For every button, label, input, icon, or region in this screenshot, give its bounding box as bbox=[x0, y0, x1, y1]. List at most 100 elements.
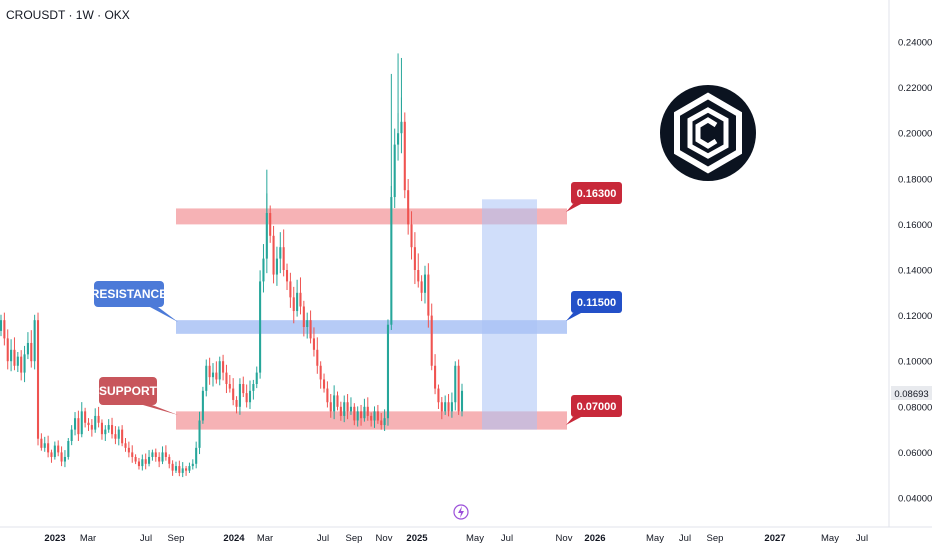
x-tick-label: 2025 bbox=[406, 533, 428, 544]
candle-body bbox=[437, 388, 440, 403]
candle-body bbox=[185, 468, 188, 471]
lightning-icon[interactable] bbox=[453, 504, 469, 520]
candle-body bbox=[90, 425, 93, 430]
time-axis: 2023 Mar Jul Sep 2024 Mar Jul Sep Nov 2025 May Jul N… bbox=[44, 533, 868, 544]
y-tick-label: 0.12000 bbox=[898, 311, 932, 322]
candle-body bbox=[73, 418, 77, 430]
candle-body bbox=[309, 320, 312, 339]
y-tick-label: 0.06000 bbox=[898, 448, 932, 459]
x-tick-label: May bbox=[466, 533, 484, 544]
candle-body bbox=[164, 452, 167, 457]
candle-body bbox=[50, 452, 53, 457]
support-callout: SUPPORT bbox=[99, 377, 178, 415]
y-tick-label: 0.18000 bbox=[898, 174, 932, 185]
candle-body bbox=[0, 320, 3, 331]
candle-body bbox=[43, 443, 46, 448]
candle-body bbox=[447, 402, 450, 412]
candle-body bbox=[413, 247, 416, 270]
candle-body bbox=[198, 420, 201, 448]
x-tick-label: 2026 bbox=[584, 533, 605, 544]
candle-body bbox=[434, 365, 437, 389]
candle-body bbox=[181, 468, 184, 473]
candle-body bbox=[403, 121, 406, 191]
candle-body bbox=[302, 306, 305, 327]
candle-body bbox=[296, 292, 299, 312]
price-axis: 0.24000 0.22000 0.20000 0.18000 0.16000 0.140… bbox=[898, 38, 932, 505]
x-tick-label: Sep bbox=[707, 533, 724, 544]
x-tick-label: 2023 bbox=[44, 533, 65, 544]
candle-body bbox=[67, 441, 70, 457]
candle-body bbox=[134, 456, 137, 462]
y-tick-label: 0.14000 bbox=[898, 266, 932, 277]
candle-body bbox=[171, 463, 174, 471]
candle-body bbox=[222, 361, 225, 373]
candle-body bbox=[100, 422, 103, 435]
candle-body bbox=[427, 274, 430, 316]
tag-bottom-text: 0.07000 bbox=[577, 401, 617, 413]
candle-body bbox=[188, 466, 191, 471]
candle-body bbox=[23, 354, 26, 373]
candle-body bbox=[228, 384, 231, 389]
zone-0115 bbox=[176, 320, 567, 334]
candle-body bbox=[360, 411, 363, 419]
candle-body bbox=[195, 447, 198, 464]
candle-body bbox=[16, 356, 19, 366]
candle-body bbox=[299, 292, 302, 307]
candle-body bbox=[420, 281, 423, 293]
x-tick-label: May bbox=[821, 533, 839, 544]
candle-body bbox=[450, 402, 453, 412]
candle-body bbox=[363, 406, 366, 419]
candle-body bbox=[47, 443, 50, 453]
candle-body bbox=[57, 445, 60, 453]
candle-body bbox=[322, 379, 326, 389]
candle-body bbox=[262, 258, 265, 282]
candle-body bbox=[333, 395, 336, 412]
candle-body bbox=[373, 411, 376, 421]
price-tag-mid: 0.11500 bbox=[566, 291, 622, 321]
candle-body bbox=[117, 429, 120, 439]
candle-body bbox=[80, 411, 83, 435]
ticker-title: CROUSDT · 1W · OKX bbox=[6, 8, 130, 22]
zone-0163 bbox=[176, 208, 567, 225]
projection-box bbox=[482, 199, 537, 430]
candle-body bbox=[380, 420, 383, 426]
candle-body bbox=[208, 365, 211, 378]
candle-body bbox=[191, 463, 194, 467]
candle-body bbox=[114, 434, 117, 439]
candle-body bbox=[238, 384, 241, 407]
candle-body bbox=[306, 320, 309, 327]
support-box bbox=[99, 377, 157, 405]
candle-body bbox=[259, 281, 262, 373]
candle-body bbox=[316, 349, 319, 366]
candle-body bbox=[279, 247, 282, 259]
candle-body bbox=[417, 270, 420, 282]
candle-body bbox=[121, 429, 124, 444]
candle-body bbox=[423, 274, 427, 293]
y-tick-label: 0.10000 bbox=[898, 357, 932, 368]
tag-mid-pointer bbox=[566, 313, 581, 321]
y-tick-label: 0.20000 bbox=[898, 129, 932, 140]
price-tag-top: 0.16300 bbox=[566, 182, 622, 212]
candle-body bbox=[265, 213, 268, 259]
candle-body bbox=[144, 459, 147, 464]
candle-body bbox=[255, 372, 258, 384]
tag-bottom-box bbox=[571, 395, 622, 417]
x-tick-label: Sep bbox=[346, 533, 363, 544]
candle-body bbox=[440, 402, 443, 412]
candle-body bbox=[410, 224, 413, 248]
support-label: SUPPORT bbox=[99, 384, 158, 398]
y-tick-label: 0.24000 bbox=[898, 38, 932, 49]
candle-body bbox=[400, 121, 403, 134]
candle-body bbox=[40, 438, 43, 448]
candle-body bbox=[84, 411, 87, 423]
candle-body bbox=[70, 429, 73, 441]
candle-body bbox=[3, 320, 6, 339]
candle-body bbox=[168, 456, 171, 464]
candle-body bbox=[383, 418, 386, 426]
tag-bottom-pointer bbox=[566, 417, 581, 425]
candle-body bbox=[366, 406, 369, 416]
candle-body bbox=[161, 452, 164, 462]
y-tick-label: 0.04000 bbox=[898, 494, 932, 505]
x-tick-label: Mar bbox=[257, 533, 273, 544]
